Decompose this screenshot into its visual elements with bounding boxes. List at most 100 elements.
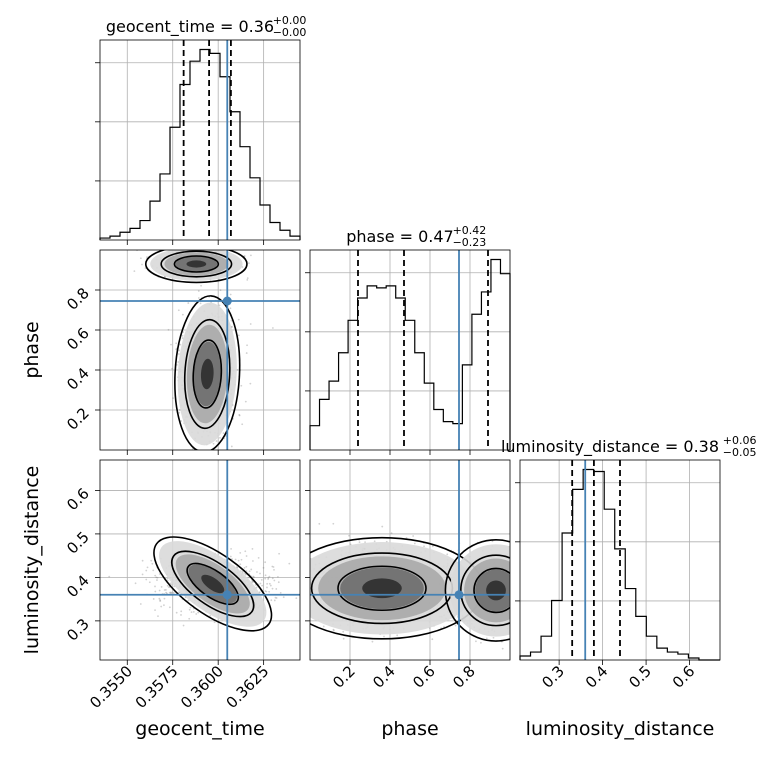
scatter-phase-vs-luminosity-distance-contour-1-1	[460, 554, 510, 627]
scatter-geocent-time-vs-phase-sample	[141, 263, 143, 266]
scatter-phase-vs-luminosity-distance-sample	[528, 595, 530, 597]
scatter-geocent-time-vs-luminosity-distance-sample	[264, 590, 267, 592]
scatter-geocent-time-vs-luminosity-distance-sample	[182, 624, 185, 627]
scatter-geocent-time-vs-phase-contour-1-0	[174, 295, 241, 450]
scatter-geocent-time-vs-luminosity-distance-frame	[99, 459, 301, 661]
hist-phase-title-sub: −0.23	[453, 236, 487, 249]
scatter-geocent-time-vs-luminosity-distance-sample	[177, 591, 180, 594]
scatter-phase-vs-luminosity-distance-sample	[538, 596, 540, 598]
scatter-phase-vs-luminosity-distance-sample	[342, 637, 345, 640]
scatter-phase-vs-luminosity-distance-sample	[531, 605, 533, 607]
scatter-geocent-time-vs-phase-contour-0-1	[160, 250, 233, 278]
scatter-geocent-time-vs-phase-sample	[172, 397, 174, 400]
scatter-phase-vs-luminosity-distance-sample	[551, 540, 553, 542]
hist-geocent-time-grid	[100, 40, 300, 240]
scatter-geocent-time-vs-luminosity-distance-sample	[152, 569, 155, 572]
scatter-geocent-time-vs-luminosity-distance-sample	[146, 566, 149, 569]
scatter-geocent-time-vs-luminosity-distance-sample	[190, 611, 193, 614]
scatter-phase-vs-luminosity-distance-sample	[513, 618, 515, 620]
scatter-geocent-time-vs-luminosity-distance-sample	[244, 550, 247, 553]
yaxis-label-phase: phase	[21, 321, 43, 378]
scatter-geocent-time-vs-phase-sample	[175, 348, 178, 351]
hist-phase-frame	[309, 249, 511, 451]
scatter-phase-vs-luminosity-distance-sample	[318, 522, 321, 525]
scatter-geocent-time-vs-luminosity-distance-sample	[245, 565, 248, 568]
scatter-phase-vs-luminosity-distance-sample	[501, 663, 503, 665]
scatter-geocent-time-vs-phase-sample	[168, 246, 170, 248]
scatter-geocent-time-vs-phase-sample	[246, 277, 249, 279]
scatter-geocent-time-vs-luminosity-distance-sample	[160, 586, 163, 588]
scatter-geocent-time-vs-phase-sample	[244, 400, 247, 403]
scatter-phase-vs-luminosity-distance-sample	[513, 549, 515, 551]
scatter-phase-vs-luminosity-distance-sample	[501, 647, 504, 650]
scatter-phase-vs-luminosity-distance-sample	[536, 568, 538, 570]
scatter-geocent-time-vs-luminosity-distance-sample	[165, 591, 168, 594]
scatter-phase-vs-luminosity-distance-sample	[475, 640, 477, 643]
scatter-geocent-time-vs-phase-sample	[212, 442, 215, 445]
scatter-geocent-time-vs-luminosity-distance-sample	[250, 568, 253, 571]
scatter-geocent-time-vs-luminosity-distance-sample	[239, 551, 242, 554]
scatter-geocent-time-vs-phase-sample	[237, 318, 240, 321]
scatter-phase-vs-luminosity-distance-sample	[527, 602, 529, 604]
scatter-geocent-time-vs-luminosity-distance-xticklabel-3: 0.3625	[223, 662, 273, 712]
scatter-geocent-time-vs-phase-sample	[180, 420, 182, 422]
scatter-geocent-time-vs-luminosity-distance-sample	[230, 547, 232, 550]
scatter-geocent-time-vs-phase-sample	[199, 302, 202, 305]
scatter-geocent-time-vs-luminosity-distance-sample	[262, 566, 265, 569]
scatter-geocent-time-vs-luminosity-distance-sample	[252, 581, 255, 583]
scatter-geocent-time-vs-phase-sample	[249, 254, 252, 257]
scatter-geocent-time-vs-luminosity-distance-sample	[145, 578, 148, 581]
scatter-geocent-time-vs-phase-sample	[246, 344, 248, 347]
scatter-geocent-time-vs-phase-sample	[179, 343, 182, 346]
scatter-phase-vs-luminosity-distance-sample	[538, 559, 540, 561]
scatter-geocent-time-vs-luminosity-distance-sample	[154, 609, 156, 612]
scatter-geocent-time-vs-luminosity-distance-sample	[271, 577, 274, 580]
scatter-geocent-time-vs-phase-sample	[230, 325, 233, 328]
scatter-geocent-time-vs-phase-sample	[249, 382, 252, 385]
scatter-geocent-time-vs-luminosity-distance-yticklabel-1: 0.4	[63, 571, 93, 601]
scatter-phase-vs-luminosity-distance-sample	[348, 534, 350, 537]
scatter-geocent-time-vs-luminosity-distance-sample	[187, 599, 190, 602]
scatter-geocent-time-vs-phase-yticklabel-1: 0.4	[63, 364, 93, 394]
scatter-phase-vs-luminosity-distance-sample	[523, 623, 525, 625]
scatter-phase-vs-luminosity-distance-sample	[529, 604, 531, 606]
scatter-geocent-time-vs-luminosity-distance-yticklabel-3: 0.6	[63, 485, 93, 515]
scatter-geocent-time-vs-luminosity-distance-sample	[271, 565, 274, 568]
scatter-geocent-time-vs-phase-sample	[218, 304, 221, 307]
scatter-phase-vs-luminosity-distance-sample	[413, 542, 416, 545]
scatter-geocent-time-vs-phase-sample	[187, 302, 190, 304]
scatter-geocent-time-vs-luminosity-distance-sample	[251, 580, 254, 583]
scatter-geocent-time-vs-luminosity-distance-sample	[159, 599, 162, 602]
scatter-phase-vs-luminosity-distance-sample	[534, 632, 536, 634]
scatter-geocent-time-vs-phase-sample	[182, 331, 185, 333]
scatter-phase-vs-luminosity-distance-sample	[332, 522, 335, 525]
scatter-geocent-time-vs-luminosity-distance-density-0-3	[201, 574, 225, 594]
hist-geocent-time-title-sub: −0.00	[273, 26, 307, 39]
scatter-geocent-time-vs-phase-truth-point	[222, 296, 232, 306]
scatter-geocent-time-vs-luminosity-distance-sample	[243, 566, 246, 569]
scatter-geocent-time-vs-phase-sample	[240, 384, 243, 387]
scatter-phase-vs-luminosity-distance-density-0-3	[362, 578, 402, 599]
scatter-phase-vs-luminosity-distance-sample	[533, 593, 535, 595]
scatter-geocent-time-vs-phase-sample	[230, 445, 233, 448]
scatter-phase-vs-luminosity-distance-sample	[288, 600, 290, 602]
scatter-geocent-time-vs-phase-sample	[243, 255, 246, 257]
scatter-phase-vs-luminosity-distance-sample	[305, 597, 307, 599]
scatter-phase-vs-luminosity-distance-sample	[515, 592, 517, 594]
scatter-geocent-time-vs-luminosity-distance-sample	[139, 603, 142, 605]
scatter-geocent-time-vs-phase-sample	[171, 367, 173, 370]
scatter-phase-vs-luminosity-distance-sample	[512, 626, 514, 628]
scatter-phase-vs-luminosity-distance-density-1-3	[486, 580, 506, 601]
scatter-geocent-time-vs-phase-sample	[133, 270, 136, 272]
scatter-phase-vs-luminosity-distance-sample	[512, 616, 514, 618]
scatter-phase-vs-luminosity-distance-truth-point	[454, 590, 464, 600]
scatter-geocent-time-vs-luminosity-distance-sample	[253, 576, 255, 579]
scatter-phase-vs-luminosity-distance-sample	[512, 584, 514, 586]
scatter-phase-vs-luminosity-distance-sample	[511, 600, 513, 602]
hist-phase-histogram	[309, 258, 511, 450]
scatter-phase-vs-luminosity-distance-sample	[512, 596, 514, 598]
scatter-geocent-time-vs-luminosity-distance-sample	[244, 572, 246, 575]
scatter-geocent-time-vs-luminosity-distance-sample	[236, 566, 238, 568]
scatter-phase-vs-luminosity-distance-sample	[532, 613, 534, 615]
